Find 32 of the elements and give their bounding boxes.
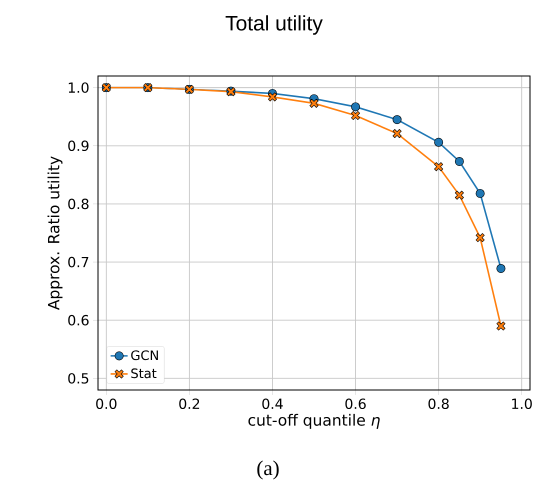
x-axis-title: cut-off quantile η: [248, 414, 380, 429]
x-tick-label: 0.6: [345, 398, 366, 410]
x-tick-label: 0.2: [179, 398, 200, 410]
point: [476, 188, 485, 198]
point: [434, 162, 444, 172]
y-tick-label: 0.7: [68, 256, 88, 268]
chart-title: Total utility: [226, 15, 323, 35]
point: [310, 98, 318, 108]
point: [496, 322, 506, 331]
point: [496, 264, 506, 273]
y-tick-label: 0.5: [68, 373, 88, 384]
y-tick-label: 0.8: [68, 198, 89, 210]
x-tick-label: 0.4: [262, 398, 283, 410]
point: [454, 156, 464, 166]
point: [351, 111, 360, 120]
y-tick-label: 1.0: [68, 82, 89, 93]
point: [476, 233, 485, 242]
y-tick-label: 0.6: [68, 314, 89, 326]
x-tick-label: 0.8: [428, 398, 449, 410]
point: [268, 92, 277, 102]
point: [454, 190, 464, 200]
legend-label: GCN: [131, 350, 158, 360]
point: [392, 115, 402, 124]
point: [392, 129, 402, 138]
point: [434, 138, 444, 147]
point: [351, 102, 360, 112]
y-tick-label: 0.9: [68, 140, 88, 152]
text: (a): [257, 460, 279, 480]
x-tick-label: 1.0: [512, 398, 532, 410]
legend-label: Stat: [131, 368, 156, 378]
x-tick-label: 0.0: [96, 398, 116, 410]
y-axis-title: Approx. Ratio utility: [48, 156, 62, 310]
